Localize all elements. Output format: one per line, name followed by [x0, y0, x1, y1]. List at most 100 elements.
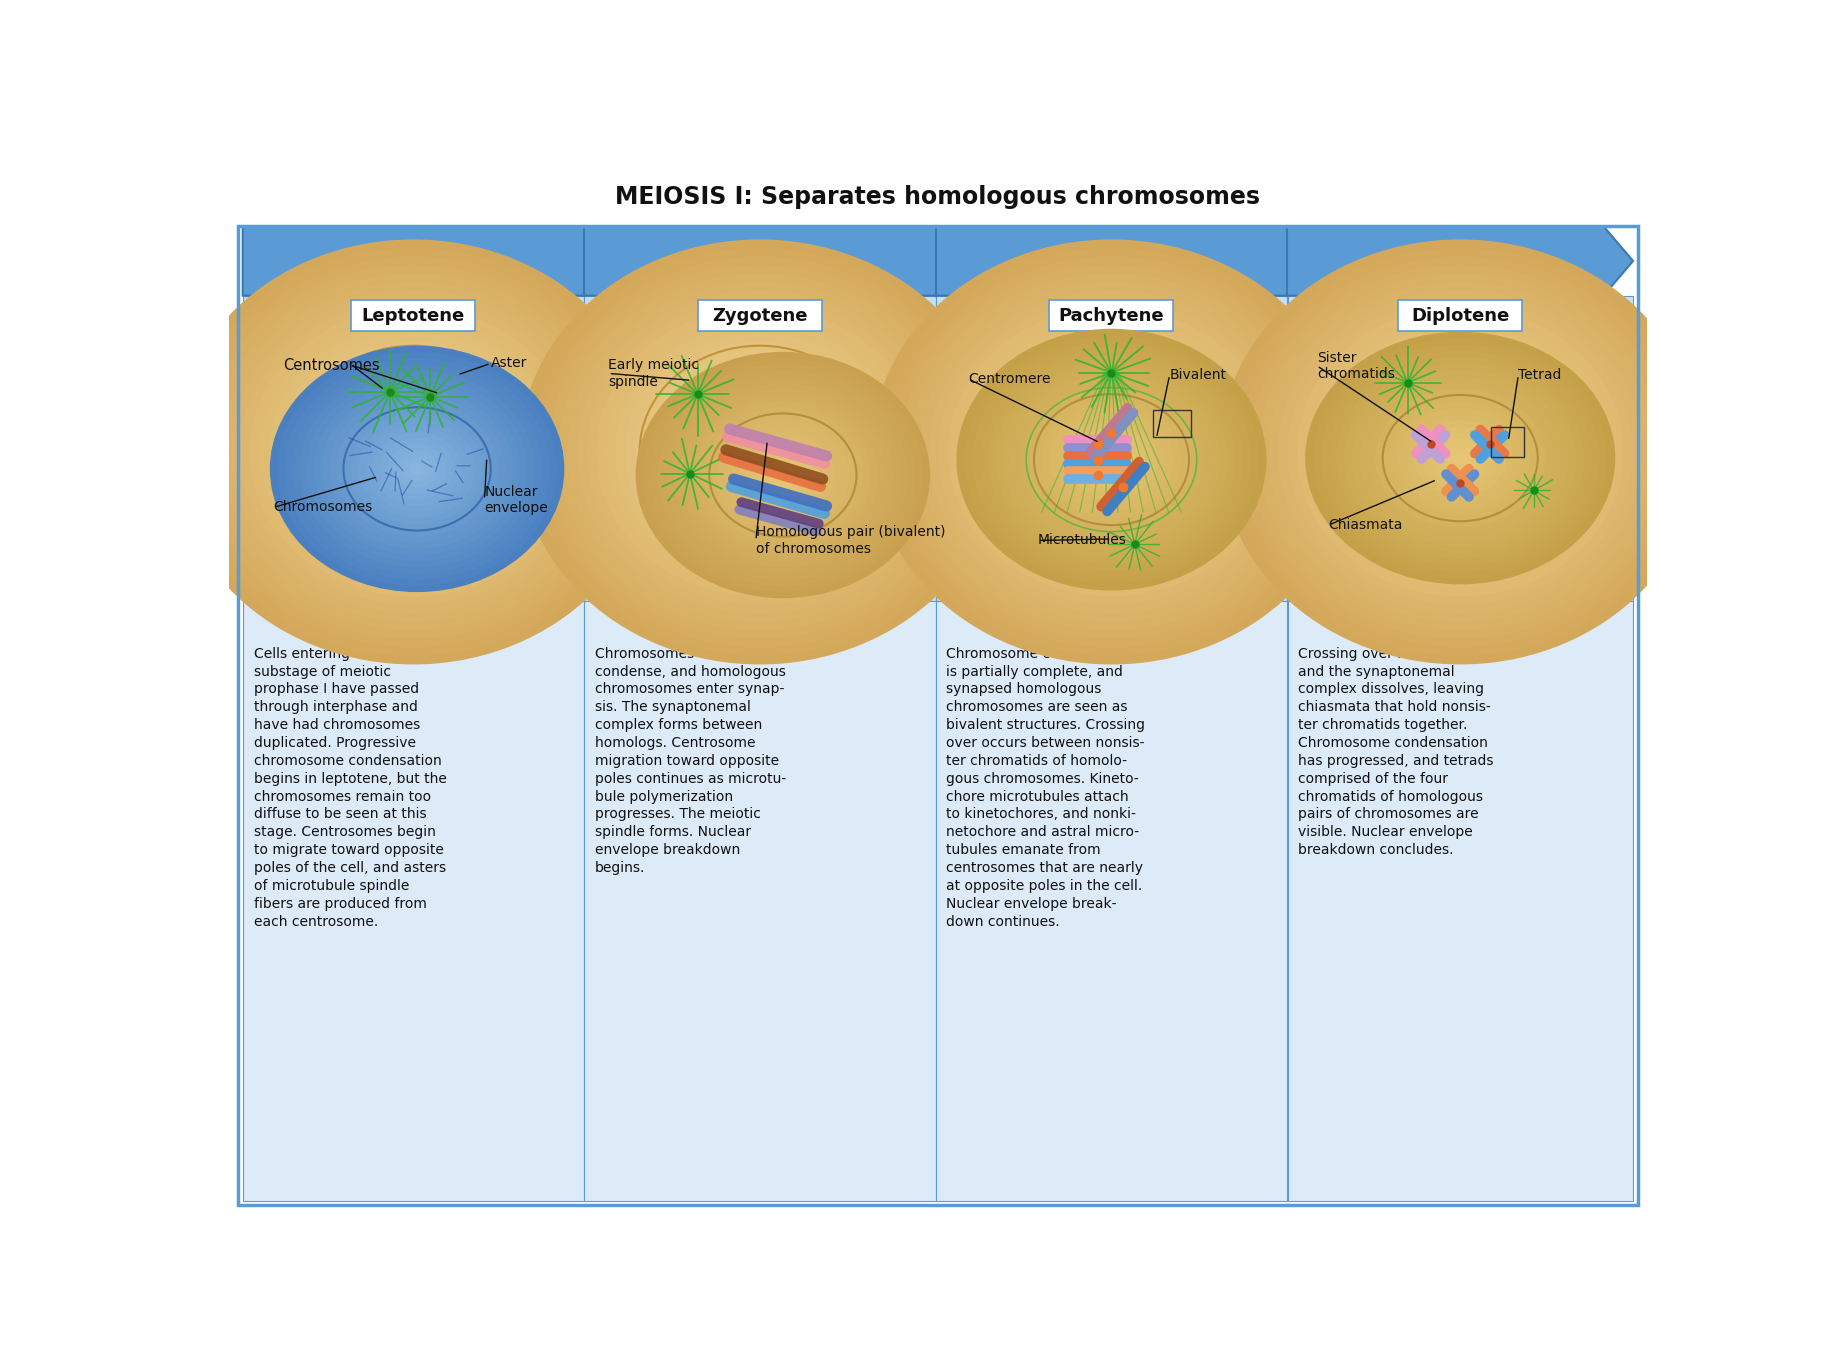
Text: Chromosomes continue to
condense, and homologous
chromosomes enter synap-
sis. T: Chromosomes continue to condense, and ho…: [595, 647, 785, 874]
Ellipse shape: [307, 377, 527, 562]
Ellipse shape: [1329, 351, 1592, 566]
Ellipse shape: [900, 265, 1323, 639]
Text: Pachytene: Pachytene: [1060, 306, 1164, 325]
Ellipse shape: [322, 389, 512, 549]
Text: Leptotene: Leptotene: [362, 306, 465, 325]
Text: Centromere: Centromere: [968, 371, 1050, 386]
Ellipse shape: [293, 364, 542, 574]
Ellipse shape: [1422, 418, 1499, 486]
Ellipse shape: [741, 435, 780, 469]
Ellipse shape: [260, 316, 567, 588]
FancyBboxPatch shape: [1049, 301, 1173, 330]
Ellipse shape: [653, 359, 866, 545]
Ellipse shape: [1451, 443, 1469, 461]
Ellipse shape: [710, 413, 856, 537]
Ellipse shape: [615, 325, 904, 579]
Ellipse shape: [703, 401, 818, 503]
Text: Microtubules: Microtubules: [1038, 533, 1127, 548]
Ellipse shape: [692, 393, 827, 511]
Text: Chiasmata: Chiasmata: [1329, 518, 1404, 532]
Ellipse shape: [1405, 413, 1515, 502]
Ellipse shape: [1444, 446, 1475, 471]
Ellipse shape: [1096, 446, 1127, 473]
Ellipse shape: [891, 257, 1332, 647]
Ellipse shape: [761, 457, 805, 494]
Ellipse shape: [1103, 453, 1120, 466]
Ellipse shape: [351, 413, 483, 525]
Ellipse shape: [289, 341, 538, 563]
Ellipse shape: [695, 401, 871, 549]
Ellipse shape: [750, 443, 769, 461]
Ellipse shape: [269, 345, 564, 592]
Ellipse shape: [664, 367, 856, 537]
FancyBboxPatch shape: [697, 301, 822, 330]
Ellipse shape: [996, 350, 1226, 554]
Text: Early meiotic
spindle: Early meiotic spindle: [609, 358, 699, 389]
Ellipse shape: [1003, 369, 1221, 551]
Ellipse shape: [1325, 333, 1594, 571]
Ellipse shape: [1429, 432, 1491, 483]
Ellipse shape: [739, 438, 827, 511]
Text: Prophase I: Leptotene: Prophase I: Leptotene: [309, 616, 518, 634]
Ellipse shape: [957, 316, 1265, 588]
Ellipse shape: [359, 420, 476, 518]
Ellipse shape: [1010, 374, 1211, 545]
Ellipse shape: [403, 457, 432, 481]
FancyBboxPatch shape: [937, 601, 1286, 1201]
Ellipse shape: [384, 427, 443, 477]
Ellipse shape: [1089, 441, 1135, 479]
Text: Prophase I: Prophase I: [355, 252, 472, 271]
Ellipse shape: [328, 375, 500, 529]
Ellipse shape: [979, 348, 1243, 571]
Ellipse shape: [1093, 435, 1131, 469]
Ellipse shape: [212, 273, 615, 631]
FancyBboxPatch shape: [243, 601, 584, 1201]
Ellipse shape: [1316, 325, 1605, 579]
Ellipse shape: [346, 393, 481, 511]
Ellipse shape: [1305, 332, 1616, 585]
Ellipse shape: [1374, 389, 1546, 528]
Ellipse shape: [686, 394, 878, 555]
Ellipse shape: [880, 248, 1341, 656]
Ellipse shape: [558, 273, 961, 631]
Ellipse shape: [732, 432, 834, 518]
Ellipse shape: [1393, 393, 1528, 511]
Ellipse shape: [754, 450, 813, 499]
Ellipse shape: [1374, 375, 1546, 529]
Ellipse shape: [344, 407, 490, 530]
Text: Prophase I: Prophase I: [1052, 252, 1169, 271]
Ellipse shape: [1080, 434, 1142, 486]
Ellipse shape: [1307, 316, 1614, 588]
Ellipse shape: [1007, 359, 1217, 545]
Ellipse shape: [192, 257, 635, 647]
Ellipse shape: [957, 329, 1266, 590]
Ellipse shape: [747, 445, 820, 506]
Ellipse shape: [1221, 239, 1700, 665]
Ellipse shape: [776, 469, 791, 481]
Ellipse shape: [1034, 394, 1190, 525]
Text: Homologous pair (bivalent)
of chromosomes: Homologous pair (bivalent) of chromosome…: [756, 525, 946, 556]
Ellipse shape: [529, 248, 990, 656]
Ellipse shape: [1058, 413, 1166, 506]
Ellipse shape: [1239, 257, 1682, 647]
Text: Nuclear
envelope: Nuclear envelope: [485, 484, 549, 515]
Ellipse shape: [986, 341, 1237, 563]
Ellipse shape: [964, 336, 1259, 583]
Ellipse shape: [410, 462, 425, 475]
Ellipse shape: [329, 394, 505, 543]
Ellipse shape: [1422, 427, 1499, 490]
Ellipse shape: [1286, 299, 1632, 605]
Ellipse shape: [1054, 401, 1169, 503]
Text: MEIOSIS I: Separates homologous chromosomes: MEIOSIS I: Separates homologous chromoso…: [615, 185, 1261, 209]
Ellipse shape: [388, 445, 447, 494]
Ellipse shape: [1402, 401, 1517, 503]
Ellipse shape: [673, 375, 845, 529]
Text: Prophase I: Pachytene: Prophase I: Pachytene: [1007, 616, 1217, 634]
Ellipse shape: [201, 265, 624, 639]
Ellipse shape: [1336, 341, 1585, 563]
Ellipse shape: [1367, 382, 1554, 534]
Ellipse shape: [1072, 427, 1151, 492]
Ellipse shape: [576, 291, 942, 613]
Ellipse shape: [298, 350, 529, 554]
Text: Centrosomes: Centrosomes: [284, 358, 379, 373]
